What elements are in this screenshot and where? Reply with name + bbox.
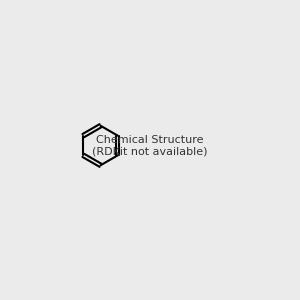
Text: Chemical Structure
(RDKit not available): Chemical Structure (RDKit not available) (92, 135, 208, 156)
